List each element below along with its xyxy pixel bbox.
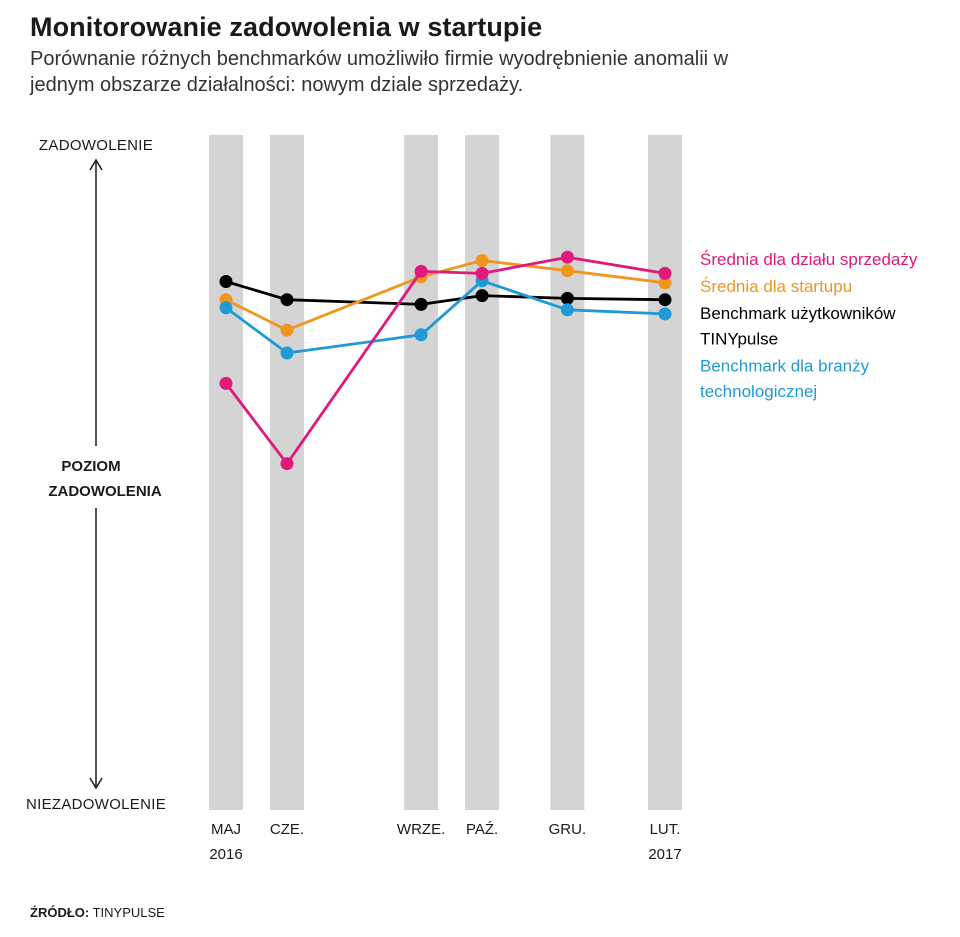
x-tick-label: MAJ (211, 821, 241, 838)
data-point-tinypulse (658, 293, 672, 307)
arrow-up-icon (89, 158, 103, 171)
x-tick-label: PAŹ. (466, 821, 498, 838)
x-tick-label: LUT. (650, 821, 681, 838)
data-point-tech (414, 328, 428, 342)
data-point-sales (475, 266, 489, 280)
month-band (270, 135, 304, 810)
legend-item-tinypulse: TINYpulse (700, 330, 778, 349)
source-value: TINYPULSE (92, 905, 165, 920)
data-point-startup (475, 254, 489, 267)
month-band (465, 135, 500, 810)
data-point-startup (658, 276, 672, 290)
month-band (209, 135, 243, 810)
x-tick-label: GRU. (549, 821, 587, 838)
source-label: ŹRÓDŁO: (30, 905, 90, 920)
data-point-sales (414, 264, 428, 278)
x-tick-label-year: 2016 (209, 846, 242, 863)
data-point-sales (219, 376, 233, 390)
data-point-sales (658, 266, 672, 280)
legend-item-startup: Średnia dla startupu (700, 277, 852, 296)
series-line-sales (224, 255, 666, 466)
series-lines (219, 250, 672, 471)
y-axis-title-line-2: ZADOWOLENIA (48, 483, 161, 500)
y-axis: ZADOWOLENIE NIEZADOWOLENIE POZIOM ZADOWO… (26, 137, 166, 813)
month-band (404, 135, 439, 810)
data-point-tinypulse (219, 275, 233, 288)
x-tick-label-year: 2017 (648, 846, 681, 863)
y-axis-top-label: ZADOWOLENIE (39, 137, 153, 154)
data-point-tech (280, 346, 294, 360)
series-sales (219, 250, 672, 471)
data-point-startup (280, 323, 294, 337)
data-point-tinypulse (560, 291, 574, 305)
month-band (550, 135, 585, 810)
source-note: ŹRÓDŁO: TINYPULSE (30, 905, 165, 920)
data-point-startup (560, 264, 574, 278)
x-tick-label: CZE. (270, 821, 304, 838)
y-axis-title-line-1: POZIOM (61, 458, 120, 475)
data-point-sales (280, 457, 294, 471)
data-point-sales (560, 250, 574, 264)
data-point-tinypulse (475, 289, 489, 303)
chart-area: ZADOWOLENIE NIEZADOWOLENIE POZIOM ZADOWO… (26, 135, 918, 863)
legend: Średnia dla działu sprzedaży Średnia dla … (700, 250, 918, 401)
x-axis-labels: MAJ 2016 CZE. WRZE. PAŹ. GRU. LUT. 2017 (209, 821, 681, 863)
series-line-tinypulse (225, 280, 666, 306)
legend-item-tech: Benchmark dla branży (700, 357, 870, 376)
chart-title: Monitorowanie zadowolenia w startupie (30, 12, 543, 42)
y-axis-bottom-label: NIEZADOWOLENIE (26, 796, 166, 813)
data-point-tech (658, 307, 672, 321)
month-band (648, 135, 682, 810)
series-line-startup (225, 259, 666, 332)
series-line-tech (225, 279, 666, 355)
month-bands (209, 135, 682, 810)
legend-item-sales: Średnia dla działu sprzedaży (700, 250, 918, 269)
x-tick-label: WRZE. (397, 821, 445, 838)
legend-item-tinypulse: Benchmark użytkowników (700, 304, 896, 323)
legend-item-tech: technologicznej (700, 382, 817, 401)
data-point-tinypulse (280, 293, 294, 307)
series-tinypulse (219, 275, 672, 311)
chart-subtitle: Porównanie różnych benchmarków umożliwił… (30, 48, 729, 96)
data-point-tinypulse (414, 297, 428, 311)
arrow-down-icon (89, 777, 103, 790)
data-point-tech (219, 301, 233, 315)
data-point-tech (560, 303, 574, 317)
